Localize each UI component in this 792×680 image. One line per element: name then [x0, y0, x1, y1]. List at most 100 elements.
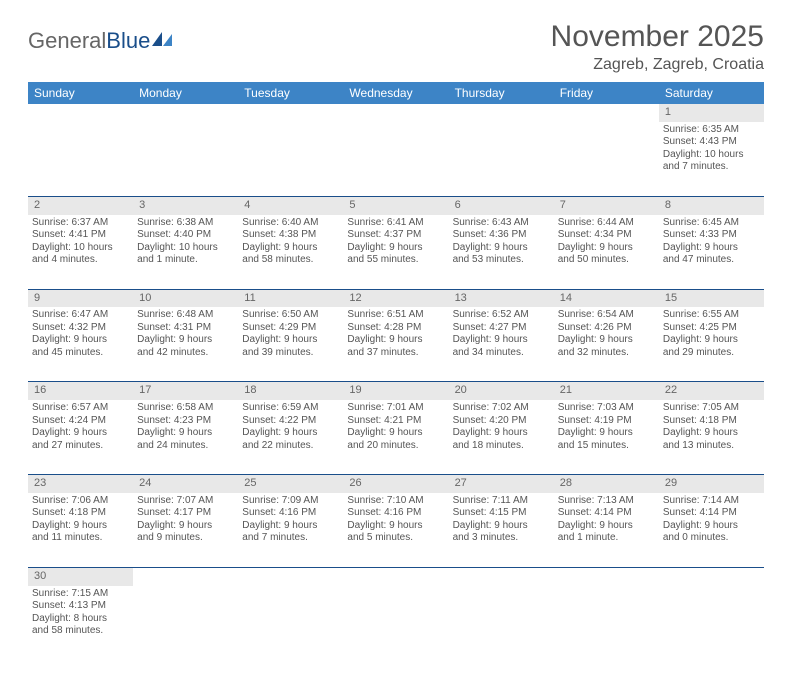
weekday-header: Tuesday — [238, 82, 343, 104]
daylight-text: and 55 minutes. — [347, 254, 444, 267]
calendar-cell: Sunrise: 7:10 AMSunset: 4:16 PMDaylight:… — [343, 493, 448, 568]
day-number-cell: 27 — [449, 475, 554, 493]
day-number-cell: 14 — [554, 289, 659, 307]
weekday-header: Thursday — [449, 82, 554, 104]
daylight-text: and 7 minutes. — [663, 161, 760, 174]
sunset-text: Sunset: 4:33 PM — [663, 229, 760, 242]
daylight-text: Daylight: 9 hours — [347, 520, 444, 533]
day-number-cell: 23 — [28, 475, 133, 493]
daylight-text: Daylight: 9 hours — [137, 334, 234, 347]
day-number-cell — [449, 104, 554, 122]
day-number-cell: 4 — [238, 196, 343, 214]
day-number-cell: 9 — [28, 289, 133, 307]
calendar-cell: Sunrise: 6:57 AMSunset: 4:24 PMDaylight:… — [28, 400, 133, 475]
sunset-text: Sunset: 4:19 PM — [558, 415, 655, 428]
daylight-text: and 13 minutes. — [663, 440, 760, 453]
calendar-cell: Sunrise: 6:55 AMSunset: 4:25 PMDaylight:… — [659, 307, 764, 382]
calendar-cell: Sunrise: 6:51 AMSunset: 4:28 PMDaylight:… — [343, 307, 448, 382]
calendar-table: SundayMondayTuesdayWednesdayThursdayFrid… — [28, 82, 764, 660]
sunset-text: Sunset: 4:21 PM — [347, 415, 444, 428]
sunrise-text: Sunrise: 6:45 AM — [663, 217, 760, 230]
sunrise-text: Sunrise: 7:13 AM — [558, 495, 655, 508]
calendar-cell — [238, 122, 343, 197]
calendar-cell: Sunrise: 6:58 AMSunset: 4:23 PMDaylight:… — [133, 400, 238, 475]
sunset-text: Sunset: 4:16 PM — [242, 507, 339, 520]
daylight-text: Daylight: 9 hours — [242, 242, 339, 255]
sunrise-text: Sunrise: 6:52 AM — [453, 309, 550, 322]
daylight-text: Daylight: 9 hours — [32, 334, 129, 347]
daylight-text: and 11 minutes. — [32, 532, 129, 545]
calendar-week-row: Sunrise: 6:37 AMSunset: 4:41 PMDaylight:… — [28, 215, 764, 290]
sunset-text: Sunset: 4:15 PM — [453, 507, 550, 520]
day-number-row: 1 — [28, 104, 764, 122]
sunrise-text: Sunrise: 7:01 AM — [347, 402, 444, 415]
sunset-text: Sunset: 4:17 PM — [137, 507, 234, 520]
sunrise-text: Sunrise: 6:57 AM — [32, 402, 129, 415]
day-number-cell: 20 — [449, 382, 554, 400]
logo-sail-icon — [152, 32, 174, 48]
day-number-cell: 22 — [659, 382, 764, 400]
calendar-cell — [554, 122, 659, 197]
day-number-cell — [238, 567, 343, 585]
day-number-cell: 10 — [133, 289, 238, 307]
calendar-week-row: Sunrise: 7:15 AMSunset: 4:13 PMDaylight:… — [28, 586, 764, 660]
daylight-text: and 22 minutes. — [242, 440, 339, 453]
sunset-text: Sunset: 4:29 PM — [242, 322, 339, 335]
day-number-cell: 6 — [449, 196, 554, 214]
weekday-header: Friday — [554, 82, 659, 104]
daylight-text: and 1 minute. — [137, 254, 234, 267]
logo: GeneralBlue — [28, 20, 174, 54]
calendar-cell — [554, 586, 659, 660]
calendar-cell — [133, 122, 238, 197]
day-number-cell: 13 — [449, 289, 554, 307]
day-number-cell — [133, 104, 238, 122]
calendar-cell: Sunrise: 7:03 AMSunset: 4:19 PMDaylight:… — [554, 400, 659, 475]
calendar-cell: Sunrise: 6:38 AMSunset: 4:40 PMDaylight:… — [133, 215, 238, 290]
day-number-row: 16171819202122 — [28, 382, 764, 400]
sunset-text: Sunset: 4:40 PM — [137, 229, 234, 242]
daylight-text: Daylight: 10 hours — [32, 242, 129, 255]
calendar-cell: Sunrise: 6:52 AMSunset: 4:27 PMDaylight:… — [449, 307, 554, 382]
day-number-cell — [343, 567, 448, 585]
sunrise-text: Sunrise: 7:15 AM — [32, 588, 129, 601]
daylight-text: Daylight: 9 hours — [347, 242, 444, 255]
sunrise-text: Sunrise: 6:40 AM — [242, 217, 339, 230]
sunset-text: Sunset: 4:32 PM — [32, 322, 129, 335]
sunrise-text: Sunrise: 6:47 AM — [32, 309, 129, 322]
daylight-text: and 29 minutes. — [663, 347, 760, 360]
day-number-cell: 5 — [343, 196, 448, 214]
day-number-cell: 12 — [343, 289, 448, 307]
day-number-cell — [28, 104, 133, 122]
calendar-cell — [28, 122, 133, 197]
calendar-cell — [133, 586, 238, 660]
day-number-cell — [343, 104, 448, 122]
calendar-week-row: Sunrise: 6:47 AMSunset: 4:32 PMDaylight:… — [28, 307, 764, 382]
daylight-text: and 4 minutes. — [32, 254, 129, 267]
sunset-text: Sunset: 4:25 PM — [663, 322, 760, 335]
calendar-cell: Sunrise: 6:35 AMSunset: 4:43 PMDaylight:… — [659, 122, 764, 197]
sunset-text: Sunset: 4:14 PM — [558, 507, 655, 520]
sunset-text: Sunset: 4:38 PM — [242, 229, 339, 242]
calendar-cell: Sunrise: 6:37 AMSunset: 4:41 PMDaylight:… — [28, 215, 133, 290]
sunrise-text: Sunrise: 7:03 AM — [558, 402, 655, 415]
sunrise-text: Sunrise: 6:48 AM — [137, 309, 234, 322]
weekday-header: Wednesday — [343, 82, 448, 104]
logo-text-1: General — [28, 28, 106, 54]
header: GeneralBlue November 2025 Zagreb, Zagreb… — [28, 20, 764, 74]
daylight-text: Daylight: 9 hours — [32, 520, 129, 533]
day-number-cell: 17 — [133, 382, 238, 400]
daylight-text: Daylight: 9 hours — [558, 520, 655, 533]
calendar-cell: Sunrise: 7:01 AMSunset: 4:21 PMDaylight:… — [343, 400, 448, 475]
daylight-text: Daylight: 9 hours — [663, 520, 760, 533]
day-number-row: 2345678 — [28, 196, 764, 214]
calendar-cell: Sunrise: 7:15 AMSunset: 4:13 PMDaylight:… — [28, 586, 133, 660]
sunset-text: Sunset: 4:22 PM — [242, 415, 339, 428]
calendar-cell: Sunrise: 7:09 AMSunset: 4:16 PMDaylight:… — [238, 493, 343, 568]
day-number-cell: 3 — [133, 196, 238, 214]
calendar-week-row: Sunrise: 7:06 AMSunset: 4:18 PMDaylight:… — [28, 493, 764, 568]
calendar-cell: Sunrise: 6:59 AMSunset: 4:22 PMDaylight:… — [238, 400, 343, 475]
daylight-text: Daylight: 9 hours — [347, 427, 444, 440]
sunset-text: Sunset: 4:43 PM — [663, 136, 760, 149]
sunrise-text: Sunrise: 7:10 AM — [347, 495, 444, 508]
day-number-cell: 16 — [28, 382, 133, 400]
